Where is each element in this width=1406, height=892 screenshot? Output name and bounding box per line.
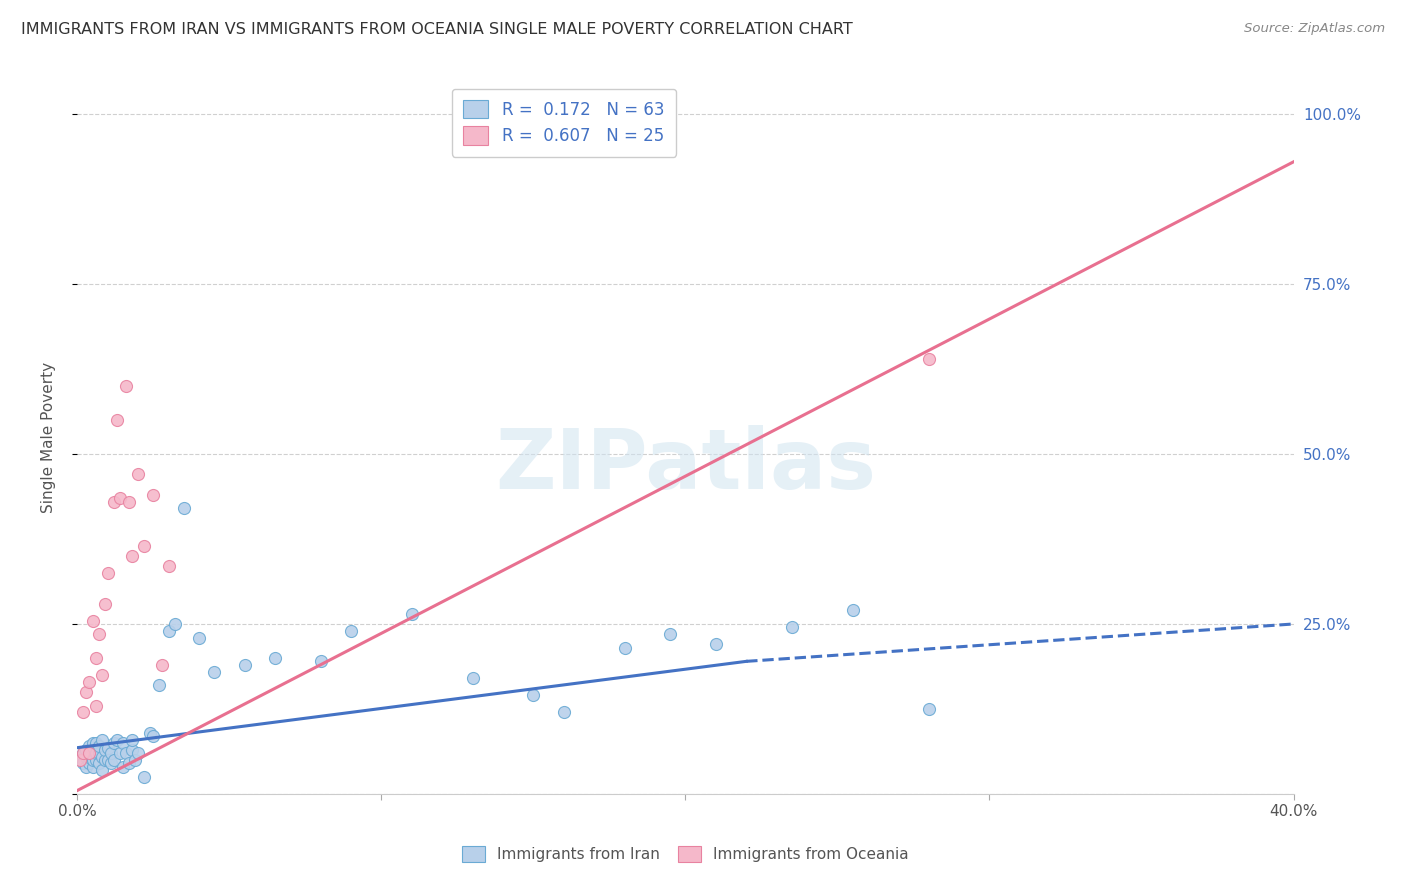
Point — [75, 742, 97, 756]
Point — [75, 685, 97, 699]
Point — [163, 617, 186, 632]
Point — [87, 746, 110, 760]
Point — [87, 627, 110, 641]
Point — [82, 760, 104, 774]
Legend: Immigrants from Iran, Immigrants from Oceania: Immigrants from Iran, Immigrants from Oc… — [456, 839, 915, 868]
Point — [69, 753, 91, 767]
Point — [659, 627, 682, 641]
Point — [461, 671, 484, 685]
Point — [93, 753, 115, 767]
Point — [127, 467, 149, 482]
Point — [108, 746, 131, 760]
Point — [115, 379, 138, 393]
Point — [115, 746, 138, 760]
Point — [103, 753, 125, 767]
Point — [124, 753, 146, 767]
Point — [401, 607, 423, 621]
Point — [90, 732, 112, 747]
Point — [79, 749, 101, 764]
Y-axis label: Single Male Poverty: Single Male Poverty — [42, 361, 56, 513]
Point — [173, 501, 195, 516]
Point — [90, 763, 112, 777]
Point — [918, 702, 941, 716]
Point — [553, 706, 575, 720]
Point — [79, 674, 101, 689]
Point — [704, 637, 727, 651]
Point — [82, 742, 104, 756]
Point — [148, 678, 170, 692]
Point — [87, 756, 110, 771]
Point — [82, 736, 104, 750]
Point — [72, 756, 94, 771]
Point — [72, 706, 94, 720]
Point — [111, 760, 134, 774]
Point — [84, 746, 107, 760]
Point — [82, 753, 104, 767]
Point — [79, 756, 101, 771]
Point — [127, 746, 149, 760]
Point — [613, 640, 636, 655]
Point — [90, 668, 112, 682]
Point — [105, 732, 128, 747]
Point — [111, 736, 134, 750]
Point — [188, 631, 211, 645]
Point — [84, 736, 107, 750]
Text: ZIPatlas: ZIPatlas — [495, 425, 876, 506]
Point — [79, 739, 101, 754]
Point — [139, 725, 162, 739]
Point — [121, 742, 143, 756]
Point — [90, 749, 112, 764]
Point — [157, 624, 180, 638]
Point — [152, 657, 174, 672]
Point — [93, 597, 115, 611]
Point — [97, 740, 120, 755]
Point — [103, 494, 125, 508]
Point — [142, 488, 165, 502]
Point — [93, 742, 115, 756]
Point — [233, 657, 256, 672]
Point — [75, 749, 97, 764]
Point — [75, 760, 97, 774]
Text: IMMIGRANTS FROM IRAN VS IMMIGRANTS FROM OCEANIA SINGLE MALE POVERTY CORRELATION : IMMIGRANTS FROM IRAN VS IMMIGRANTS FROM … — [21, 22, 853, 37]
Point — [121, 732, 143, 747]
Point — [202, 665, 225, 679]
Point — [264, 651, 287, 665]
Point — [134, 539, 156, 553]
Point — [87, 739, 110, 754]
Point — [72, 746, 94, 760]
Point — [72, 746, 94, 760]
Point — [82, 614, 104, 628]
Point — [108, 491, 131, 506]
Point — [84, 753, 107, 767]
Point — [522, 689, 544, 703]
Point — [79, 746, 101, 760]
Point — [134, 770, 156, 784]
Point — [97, 566, 120, 580]
Point — [84, 651, 107, 665]
Point — [69, 749, 91, 764]
Point — [118, 756, 141, 771]
Point — [780, 620, 803, 634]
Point — [100, 746, 122, 760]
Point — [121, 549, 143, 563]
Point — [918, 351, 941, 366]
Point — [100, 756, 122, 771]
Point — [841, 603, 863, 617]
Point — [105, 413, 128, 427]
Point — [157, 559, 180, 574]
Point — [142, 729, 165, 743]
Point — [84, 698, 107, 713]
Text: Source: ZipAtlas.com: Source: ZipAtlas.com — [1244, 22, 1385, 36]
Point — [309, 654, 332, 668]
Point — [97, 753, 120, 767]
Point — [118, 494, 141, 508]
Point — [103, 736, 125, 750]
Point — [340, 624, 363, 638]
